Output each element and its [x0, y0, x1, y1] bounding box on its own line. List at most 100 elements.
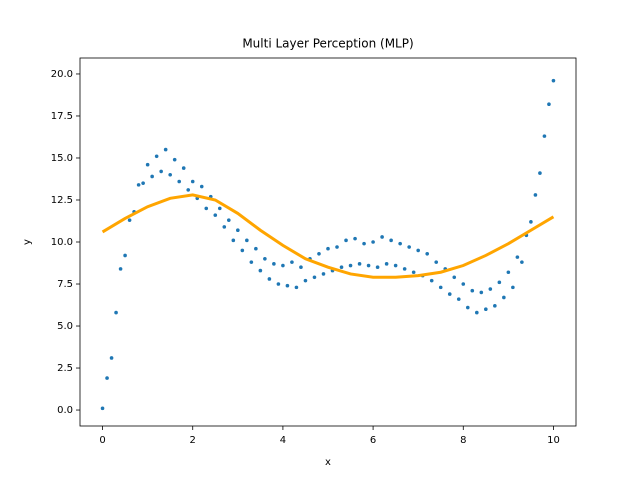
x-tick-label: 6	[370, 435, 376, 446]
y-tick-label: 2.5	[57, 363, 73, 374]
scatter-point	[290, 260, 294, 264]
x-tick-label: 4	[280, 435, 286, 446]
fit-line	[101, 193, 555, 279]
scatter-point	[461, 282, 466, 286]
scatter-point	[484, 307, 488, 312]
scatter-point	[105, 376, 109, 380]
scatter-point	[127, 218, 132, 222]
scatter-point	[141, 181, 145, 185]
scatter-point	[515, 255, 520, 259]
scatter-point	[389, 238, 393, 243]
x-tick-label: 2	[190, 435, 196, 446]
scatter-point	[497, 280, 502, 285]
y-axis-label: y	[22, 239, 33, 245]
scatter-point	[344, 238, 348, 243]
scatter-point	[447, 292, 452, 296]
scatter-point	[402, 267, 407, 271]
scatter-point	[213, 213, 218, 217]
scatter-point	[321, 272, 326, 276]
y-tick-label: 5.0	[57, 321, 73, 332]
scatter-point	[493, 304, 497, 308]
scatter-point	[109, 356, 114, 360]
scatter-point	[429, 278, 434, 283]
scatter-point	[281, 263, 285, 268]
scatter-point	[312, 275, 317, 280]
scatter-point	[276, 282, 281, 286]
scatter-point	[114, 310, 118, 315]
scatter-point	[416, 248, 420, 253]
scatter-point	[348, 263, 353, 268]
scatter-point	[145, 162, 150, 167]
scatter-point	[465, 305, 470, 310]
scatter-point	[542, 134, 547, 138]
scatter-point	[520, 260, 524, 264]
scatter-point	[190, 179, 195, 184]
scatter-point	[150, 174, 154, 179]
scatter-point	[100, 406, 105, 411]
scatter-point	[502, 295, 506, 300]
scatter-point	[154, 154, 159, 159]
scatter-point	[488, 287, 493, 291]
scatter-point	[163, 147, 168, 152]
scatter-point	[434, 260, 439, 264]
scatter-point	[357, 262, 362, 266]
scatter-point	[362, 241, 366, 246]
scatter-point	[511, 285, 515, 290]
scatter-point	[249, 260, 254, 264]
x-tick-label: 10	[547, 435, 560, 446]
y-tick-label: 0.0	[57, 405, 73, 416]
scatter-point	[326, 246, 330, 251]
x-tick-label: 8	[460, 435, 466, 446]
scatter-point	[227, 218, 231, 222]
scatter-point	[303, 278, 308, 283]
scatter-point	[470, 288, 475, 293]
scatter-point	[375, 265, 380, 270]
scatter-point	[547, 102, 551, 107]
scatter-point	[456, 297, 461, 301]
scatter-point	[240, 248, 245, 253]
scatter-point	[339, 265, 344, 270]
scatter-point	[172, 157, 177, 162]
scatter-point	[186, 188, 191, 192]
y-tick-label: 17.5	[51, 111, 73, 122]
scatter-point	[294, 285, 299, 290]
scatter-point	[231, 238, 236, 243]
scatter-point	[452, 275, 457, 280]
y-tick-label: 7.5	[57, 279, 73, 290]
scatter-point	[177, 179, 181, 184]
scatter-point	[353, 236, 357, 241]
scatter-point	[506, 270, 511, 275]
y-tick-label: 15.0	[51, 153, 73, 164]
scatter-point	[407, 245, 411, 249]
y-tick-label: 10.0	[51, 237, 73, 248]
scatter-point	[398, 241, 402, 246]
y-tick-label: 20.0	[51, 69, 73, 80]
scatter-point	[533, 193, 538, 197]
chart-title: Multi Layer Perception (MLP)	[242, 37, 413, 51]
scatter-point	[217, 206, 222, 211]
scatter-point	[438, 285, 443, 290]
scatter-point	[538, 171, 542, 175]
scatter-point	[317, 251, 321, 256]
scatter-point	[285, 283, 290, 288]
x-axis-label: x	[325, 457, 331, 468]
scatter-point	[118, 267, 123, 271]
scatter-point	[272, 262, 276, 266]
plot-frame	[79, 57, 577, 427]
scatter-point	[425, 251, 430, 256]
scatter-point	[136, 183, 141, 187]
scatter-point	[181, 166, 186, 170]
scatter-point	[267, 277, 272, 281]
scatter-point	[371, 240, 375, 244]
scatter-point	[258, 268, 263, 273]
scatter-point	[263, 257, 267, 261]
x-tick-label: 0	[99, 435, 105, 446]
scatter-point	[479, 290, 484, 295]
scatter-point	[475, 310, 479, 315]
scatter-point	[529, 220, 533, 224]
scatter-point	[551, 78, 556, 83]
scatter-point	[245, 238, 249, 243]
scatter-point	[411, 270, 416, 275]
scatter-point	[222, 225, 227, 229]
